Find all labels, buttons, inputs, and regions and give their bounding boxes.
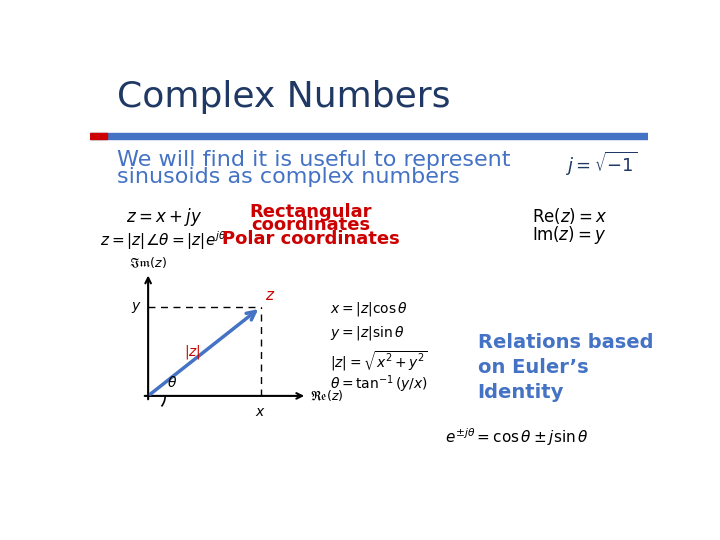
Text: Complex Numbers: Complex Numbers: [117, 80, 451, 114]
Text: $e^{\pm j\theta} = \cos\theta \pm j\sin\theta$: $e^{\pm j\theta} = \cos\theta \pm j\sin\…: [445, 427, 588, 448]
Text: Polar coordinates: Polar coordinates: [222, 230, 400, 247]
Text: Rectangular: Rectangular: [250, 204, 372, 221]
Text: $\theta = \tan^{-1}(y/x)$: $\theta = \tan^{-1}(y/x)$: [330, 374, 428, 395]
Text: $|z|$: $|z|$: [184, 342, 201, 361]
Bar: [90, 132, 107, 139]
Text: $z = x + jy$: $z = x + jy$: [125, 206, 202, 228]
Bar: [90, 132, 648, 139]
Text: $z = |z|\angle\theta = |z|e^{j\theta}$: $z = |z|\angle\theta = |z|e^{j\theta}$: [100, 229, 227, 252]
Text: Relations based
on Euler’s
Identity: Relations based on Euler’s Identity: [477, 333, 653, 402]
Text: $x$: $x$: [255, 405, 266, 419]
Text: $j = \sqrt{-1}$: $j = \sqrt{-1}$: [565, 150, 638, 178]
Text: $\theta$: $\theta$: [167, 375, 177, 390]
Text: $y$: $y$: [131, 300, 142, 315]
Text: $y = |z|\sin\theta$: $y = |z|\sin\theta$: [330, 325, 405, 342]
Text: coordinates: coordinates: [251, 217, 370, 234]
Text: $z$: $z$: [265, 288, 276, 303]
Text: $\mathfrak{Re}(z)$: $\mathfrak{Re}(z)$: [310, 388, 343, 403]
Text: $\mathfrak{Im}(z)$: $\mathfrak{Im}(z)$: [129, 255, 167, 269]
Text: We will find it is useful to represent: We will find it is useful to represent: [117, 150, 510, 170]
Text: $|z| = \sqrt{x^2+y^2}$: $|z| = \sqrt{x^2+y^2}$: [330, 349, 428, 373]
Text: sinusoids as complex numbers: sinusoids as complex numbers: [117, 167, 460, 187]
Text: $\mathrm{Re}(z)= x$: $\mathrm{Re}(z)= x$: [532, 206, 608, 226]
Text: $x = |z|\cos\theta$: $x = |z|\cos\theta$: [330, 300, 408, 318]
Text: $\mathrm{Im}(z) = y$: $\mathrm{Im}(z) = y$: [532, 224, 606, 246]
